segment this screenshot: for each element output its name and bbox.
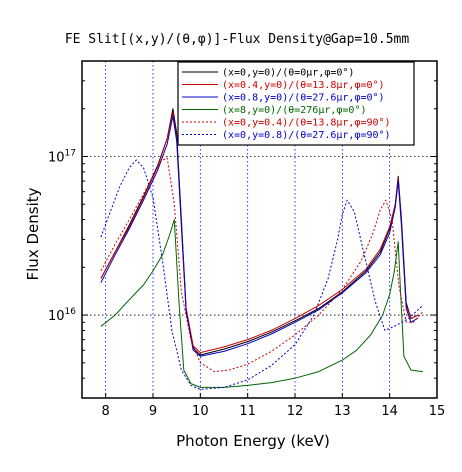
x-tick-label: 11	[239, 404, 256, 419]
legend-box	[177, 61, 415, 146]
legend-label-4: (x=8,y=0)/(θ=276μr,φ=0°)	[222, 105, 367, 116]
y-axis-label: Flux Density	[24, 187, 42, 280]
legend-label-1: (x=0,y=0)/(θ=0μr,φ=0°)	[222, 68, 354, 79]
x-tick-label: 12	[287, 404, 304, 419]
series-line-6	[100, 159, 424, 390]
legend: (x=0,y=0)/(θ=0μr,φ=0°)(x=0.4,y=0)/(θ=13.…	[177, 61, 415, 146]
legend-label-6: (x=0,y=0.8)/(θ=27.6μr,φ=90°)	[222, 130, 391, 141]
legend-label-5: (x=0,y=0.4)/(θ=13.8μr,φ=90°)	[222, 118, 391, 129]
x-tick-label: 10	[192, 404, 209, 419]
plot-frame	[81, 60, 438, 399]
axis-ticks: 8 9 10 11 12 13 14 15 1016 1017	[48, 80, 446, 419]
legend-label-2: (x=0.4,y=0)/(θ=13.8μr,φ=0°)	[222, 80, 385, 91]
chart-title: FE Slit[(x,y)/(θ,φ)]-Flux Density@Gap=10…	[65, 32, 410, 47]
x-tick-label: 15	[429, 404, 446, 419]
x-tick-label: 14	[381, 404, 398, 419]
series-line-4	[100, 219, 423, 388]
x-tick-label: 9	[149, 404, 157, 419]
y-tick-label: 1017	[48, 148, 76, 165]
x-tick-label: 13	[334, 404, 351, 419]
x-tick-label: 8	[102, 404, 110, 419]
series-line-5	[100, 157, 424, 373]
series-layer	[100, 108, 424, 390]
legend-label-3: (x=0.8,y=0)/(θ=27.6μr,φ=0°)	[222, 93, 385, 104]
x-axis-label: Photon Energy (keV)	[176, 432, 330, 450]
y-tick-label: 1016	[48, 307, 76, 324]
